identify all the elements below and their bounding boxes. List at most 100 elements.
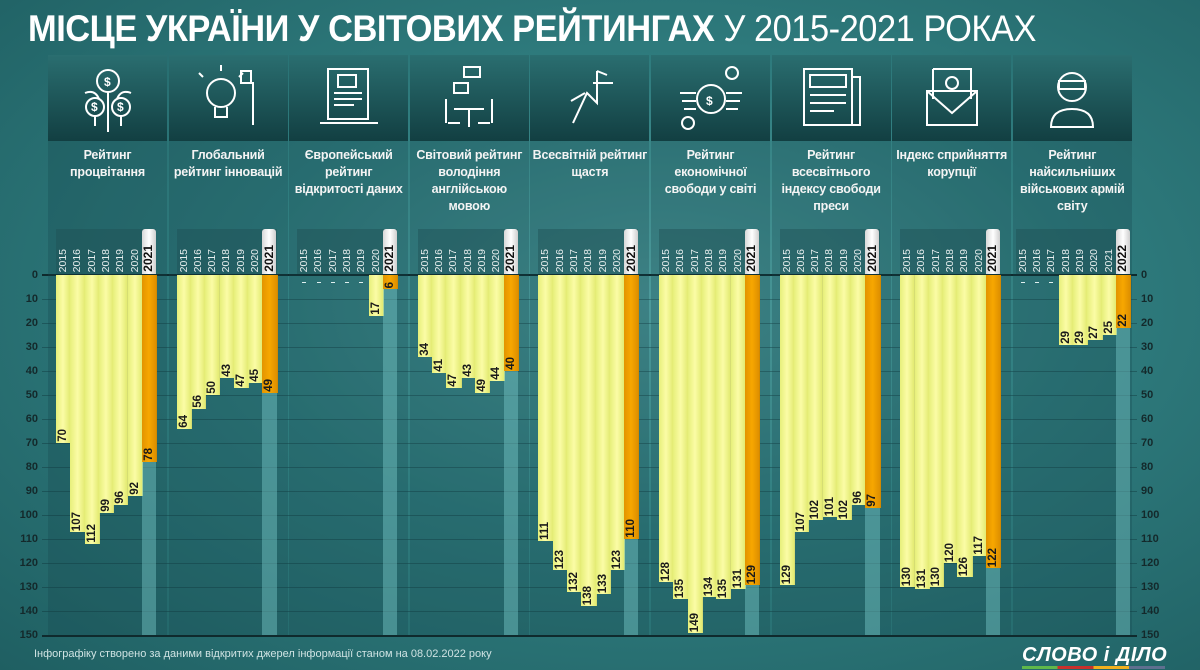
year-text: 2019 xyxy=(958,248,971,272)
bar-2015 xyxy=(56,275,72,443)
y-tick-left: 110 xyxy=(20,533,38,545)
year-label-2016: 2016 xyxy=(311,229,325,274)
bar-2018 xyxy=(701,275,718,597)
value-label: 102 xyxy=(809,499,822,519)
year-label-2018: 2018 xyxy=(581,229,595,274)
year-label-2015: 2015 xyxy=(659,229,673,274)
bar-2015 xyxy=(779,275,795,585)
year-text: 2021 xyxy=(503,245,518,272)
panel-title: Рейтинг процвітання xyxy=(70,148,145,179)
missing-value-dash xyxy=(359,282,364,283)
bar-2018 xyxy=(581,275,597,607)
year-text: 2019 xyxy=(475,248,488,272)
year-text: 2015 xyxy=(901,248,914,272)
year-label-2018: 2018 xyxy=(822,229,836,274)
year-header: 2015 2016 2017 2018 2019 2020 2021 xyxy=(538,229,639,274)
year-label-2017: 2017 xyxy=(929,229,943,274)
bar-2015 xyxy=(538,275,554,542)
value-label: 149 xyxy=(688,612,701,632)
title-bold: МІСЦЕ УКРАЇНИ У СВІТОВИХ РЕЙТИНГАХ xyxy=(28,8,715,49)
year-label-2018: 2018 xyxy=(943,229,957,274)
value-label: 78 xyxy=(142,448,155,461)
year-label-2016: 2016 xyxy=(553,229,567,274)
year-header: 2015 2016 2017 2018 2019 2020 2021 xyxy=(417,229,518,274)
year-label-2016: 2016 xyxy=(673,229,687,274)
value-label: 102 xyxy=(837,499,850,519)
y-tick-right: 10 xyxy=(1141,293,1154,305)
y-tick-right: 150 xyxy=(1141,629,1160,641)
year-text: 2018 xyxy=(702,248,715,272)
value-label: 22 xyxy=(1116,313,1129,327)
bar-2016 xyxy=(190,275,207,410)
year-label-2020: 2020 xyxy=(1087,229,1101,274)
year-label-2016: 2016 xyxy=(191,229,205,274)
bar-2017 xyxy=(84,275,100,544)
y-tick-right: 90 xyxy=(1141,485,1154,497)
year-text: 2017 xyxy=(929,248,942,272)
year-text: 2015 xyxy=(539,248,552,272)
ranking-panel: Рейтинг найсильніших військових армій св… xyxy=(1012,55,1132,635)
y-tick-left: 130 xyxy=(19,581,38,593)
year-text: 2017 xyxy=(688,248,701,272)
bar-2021 xyxy=(865,275,881,508)
year-label-2017: 2017 xyxy=(326,229,340,274)
year-text: 2020 xyxy=(610,248,623,272)
year-label-2021: 2021 xyxy=(262,229,277,274)
money-plant-icon: $ $ $ xyxy=(48,55,167,141)
year-label-2020: 2020 xyxy=(489,229,503,274)
y-tick-left: 40 xyxy=(25,365,38,377)
y-tick-right: 60 xyxy=(1141,413,1154,425)
bar-2021 xyxy=(503,275,519,371)
year-label-2018: 2018 xyxy=(219,229,233,274)
highlight-strip xyxy=(383,275,398,635)
year-text: 2021 xyxy=(1102,248,1115,272)
bar-2020 xyxy=(368,275,384,316)
value-label: 27 xyxy=(1088,325,1101,339)
year-label-2016: 2016 xyxy=(794,229,808,274)
y-tick-right: 20 xyxy=(1141,317,1154,329)
value-label: 34 xyxy=(418,342,431,356)
happy-person-icon xyxy=(530,55,650,141)
value-label: 17 xyxy=(369,301,382,315)
year-label-2015: 2015 xyxy=(56,229,70,274)
year-text: 2020 xyxy=(490,248,503,272)
bar-2015 xyxy=(900,275,916,587)
bar-2017 xyxy=(928,275,945,587)
year-text: 2021 xyxy=(985,245,1000,272)
year-text: 2017 xyxy=(809,248,822,272)
year-text: 2017 xyxy=(206,248,219,272)
panel-title: Всесвітній рейтинг щастя xyxy=(532,148,648,179)
y-tick-left: 20 xyxy=(25,317,38,329)
year-label-2020: 2020 xyxy=(731,229,745,274)
value-label: 131 xyxy=(731,569,744,589)
y-tick-right: 50 xyxy=(1141,389,1154,401)
logo: СЛОВО і ДІЛО xyxy=(1022,644,1167,669)
year-text: 2016 xyxy=(312,248,325,272)
year-header: 2015 2016 2017 2018 2019 2020 2021 xyxy=(779,229,880,274)
missing-value-dash xyxy=(1035,282,1040,283)
year-label-2021: 2021 xyxy=(744,229,759,274)
logo-underline xyxy=(1022,666,1165,669)
laptop-document-icon xyxy=(289,55,409,141)
year-label-2015: 2015 xyxy=(297,229,311,274)
value-label: 49 xyxy=(263,378,276,392)
year-label-2016: 2016 xyxy=(70,229,84,274)
year-text: 2015 xyxy=(298,248,311,272)
year-label-2015: 2015 xyxy=(418,229,432,274)
y-tick-left: 90 xyxy=(25,485,38,497)
year-label-2016: 2016 xyxy=(432,229,446,274)
year-header: 2015 2016 2017 2018 2019 2020 2021 xyxy=(176,229,277,274)
value-label: 25 xyxy=(1102,321,1115,334)
svg-text:$: $ xyxy=(91,100,98,114)
year-label-2017: 2017 xyxy=(567,229,581,274)
value-label: 41 xyxy=(433,359,446,373)
year-label-2019: 2019 xyxy=(1073,229,1087,274)
year-text: 2021 xyxy=(623,245,638,272)
y-tick-left: 80 xyxy=(25,461,38,473)
value-label: 6 xyxy=(384,282,396,289)
year-text: 2018 xyxy=(823,248,836,272)
bar-2016 xyxy=(70,275,86,532)
year-text: 2017 xyxy=(85,248,98,272)
value-label: 96 xyxy=(852,491,865,505)
missing-value-dash xyxy=(1020,282,1025,283)
